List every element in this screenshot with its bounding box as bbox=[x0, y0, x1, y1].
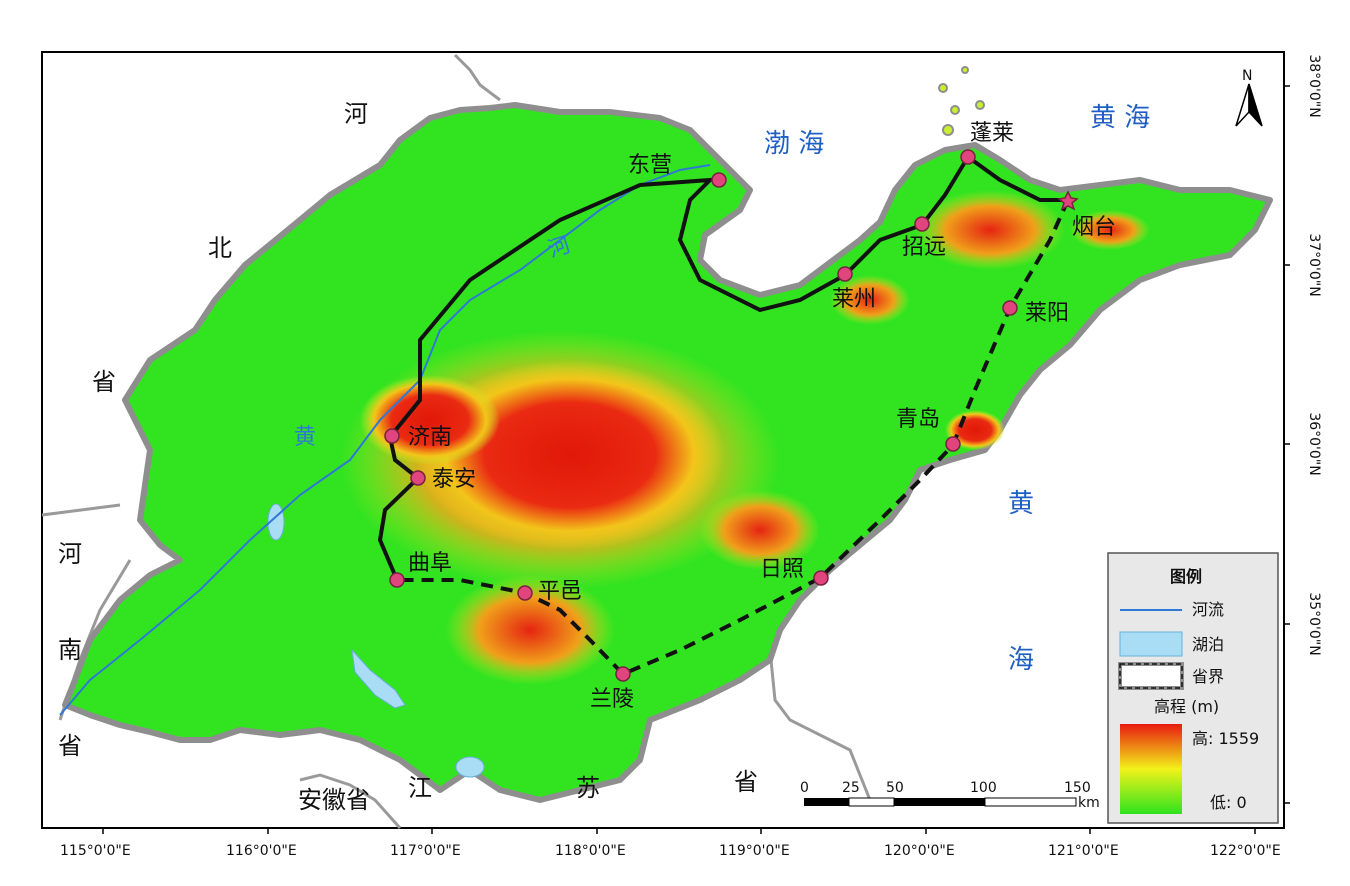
legend-high: 高: 1559 bbox=[1192, 729, 1259, 748]
legend-lake: 湖泊 bbox=[1192, 635, 1224, 654]
marker-pingyi bbox=[517, 585, 533, 601]
label-huanghai-ne: 黄 海 bbox=[1090, 103, 1150, 133]
city-label-qufu: 曲阜 bbox=[408, 551, 452, 576]
lat-tick-labels: 38°0'0"N 37°0'0"N 36°0'0"N 35°0'0"N bbox=[1306, 54, 1322, 655]
lon-tick-116: 116°0'0"E bbox=[226, 843, 297, 859]
lat-tick-36: 36°0'0"N bbox=[1306, 412, 1322, 475]
marker-jinan bbox=[384, 428, 400, 444]
lon-tick-labels: 115°0'0"E 116°0'0"E 117°0'0"E 118°0'0"E … bbox=[60, 843, 1281, 859]
lakes bbox=[267, 503, 485, 778]
marker-penglai bbox=[960, 149, 976, 165]
city-label-taian: 泰安 bbox=[432, 467, 476, 492]
legend-elevation-title: 高程 (m) bbox=[1154, 697, 1219, 716]
scale-val-50: 50 bbox=[886, 780, 904, 796]
lon-tick-118: 118°0'0"E bbox=[555, 843, 626, 859]
label-jiangsu-1: 江 bbox=[408, 774, 432, 802]
marker-yantai bbox=[1057, 190, 1079, 211]
lon-axis bbox=[102, 828, 1256, 834]
marker-qingdao bbox=[945, 436, 961, 452]
scale-bar: 0 25 50 100 150 km bbox=[800, 780, 1100, 811]
label-hebei-2: 北 bbox=[208, 234, 232, 262]
label-henan-1: 河 bbox=[58, 540, 82, 568]
scale-unit: km bbox=[1078, 795, 1100, 811]
lat-tick-37: 37°0'0"N bbox=[1306, 233, 1322, 296]
city-label-laizhou: 莱州 bbox=[832, 287, 876, 312]
label-bohai: 渤 海 bbox=[764, 129, 824, 159]
lon-tick-119: 119°0'0"E bbox=[719, 843, 790, 859]
city-label-dongying: 东营 bbox=[628, 153, 672, 178]
legend-border: 省界 bbox=[1192, 667, 1224, 686]
legend: 图例 河流 湖泊 省界 高程 (m) 高: 1559 低: 0 bbox=[1107, 552, 1279, 824]
lon-tick-115: 115°0'0"E bbox=[60, 843, 131, 859]
city-label-penglai: 蓬莱 bbox=[970, 121, 1014, 146]
label-henan-2: 南 bbox=[58, 636, 82, 664]
region-labels: 河 北 省 河 南 省 安徽省 江 苏 省 bbox=[58, 100, 758, 814]
label-jiangsu-2: 苏 bbox=[576, 774, 600, 802]
city-label-rizhao: 日照 bbox=[760, 557, 804, 582]
city-label-zhaoyuan: 招远 bbox=[902, 235, 946, 260]
city-markers bbox=[384, 149, 1079, 682]
city-label-yantai: 烟台 bbox=[1072, 215, 1116, 240]
scale-val-25: 25 bbox=[842, 780, 860, 796]
label-henan-3: 省 bbox=[58, 732, 82, 760]
legend-title: 图例 bbox=[1170, 567, 1202, 586]
svg-text:N: N bbox=[1242, 68, 1252, 84]
marker-laiyang bbox=[1002, 300, 1018, 316]
city-label-jinan: 济南 bbox=[408, 425, 452, 450]
legend-elevation-ramp bbox=[1120, 724, 1182, 814]
city-labels: 东营 蓬莱 烟台 招远 莱州 莱阳 青岛 济南 泰安 曲阜 平邑 日照 兰陵 bbox=[408, 121, 1116, 712]
lon-tick-121: 121°0'0"E bbox=[1048, 843, 1119, 859]
province-shape bbox=[62, 102, 1273, 803]
label-hebei-1: 河 bbox=[344, 100, 368, 128]
marker-laizhou bbox=[837, 266, 853, 282]
marker-qufu bbox=[389, 572, 405, 588]
river-label-huang: 黄 bbox=[294, 425, 316, 450]
sea-labels: 渤 海 黄 海 黄 海 bbox=[764, 103, 1150, 675]
label-anhui: 安徽省 bbox=[298, 786, 370, 814]
marker-dongying bbox=[711, 172, 727, 188]
scale-val-150: 150 bbox=[1064, 780, 1091, 796]
marker-lanling bbox=[615, 666, 631, 682]
lat-tick-38: 38°0'0"N bbox=[1306, 54, 1322, 117]
label-huanghai-e-2: 海 bbox=[1008, 645, 1034, 675]
marker-rizhao bbox=[813, 570, 829, 586]
legend-river: 河流 bbox=[1192, 600, 1224, 619]
legend-border-swatch bbox=[1118, 662, 1184, 690]
city-label-qingdao: 青岛 bbox=[896, 407, 940, 432]
legend-lake-swatch bbox=[1119, 631, 1183, 657]
lon-tick-122: 122°0'0"E bbox=[1210, 843, 1281, 859]
city-label-pingyi: 平邑 bbox=[538, 579, 582, 604]
route-solid bbox=[377, 154, 1068, 581]
islands bbox=[938, 66, 985, 136]
marker-zhaoyuan bbox=[914, 216, 930, 232]
province-borders bbox=[41, 53, 872, 829]
label-jiangsu-3: 省 bbox=[734, 768, 758, 796]
label-huanghai-e-1: 黄 bbox=[1008, 489, 1034, 519]
route-dashed bbox=[397, 199, 1070, 677]
lon-tick-117: 117°0'0"E bbox=[390, 843, 461, 859]
city-label-laiyang: 莱阳 bbox=[1025, 301, 1069, 326]
lon-tick-120: 120°0'0"E bbox=[884, 843, 955, 859]
marker-taian bbox=[410, 470, 426, 486]
north-arrow: N bbox=[1235, 68, 1263, 127]
scale-val-100: 100 bbox=[970, 780, 997, 796]
city-label-lanling: 兰陵 bbox=[590, 687, 634, 712]
scale-val-0: 0 bbox=[800, 780, 809, 796]
legend-low: 低: 0 bbox=[1210, 793, 1247, 812]
lat-tick-35: 35°0'0"N bbox=[1306, 592, 1322, 655]
lat-axis bbox=[1284, 85, 1290, 804]
label-hebei-3: 省 bbox=[92, 368, 116, 396]
